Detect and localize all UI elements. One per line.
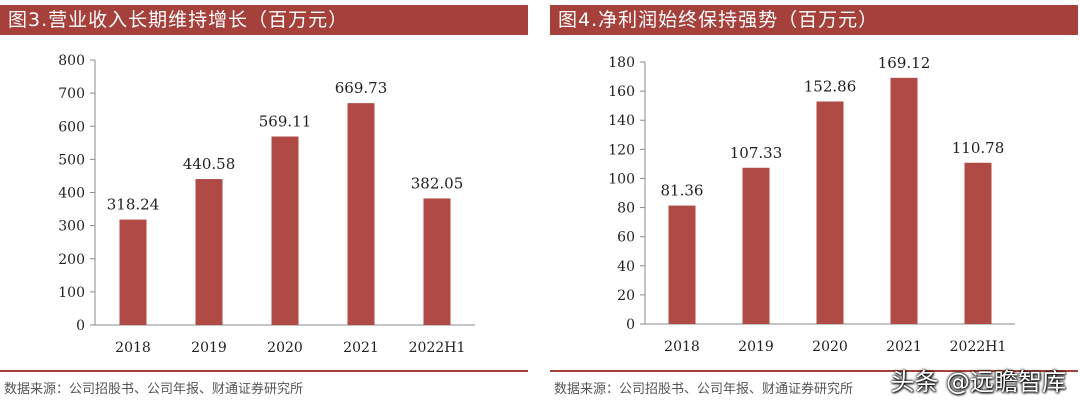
bar — [347, 103, 375, 325]
y-tick-label: 300 — [58, 219, 85, 235]
x-category-label: 2019 — [191, 340, 227, 356]
y-tick-label: 700 — [58, 86, 85, 102]
data-label: 382.05 — [411, 174, 464, 192]
x-category-label: 2018 — [115, 340, 151, 356]
bar — [271, 136, 299, 325]
chart-title: 图3.营业收入长期维持增长（百万元） — [0, 5, 528, 35]
y-tick-label: 60 — [617, 230, 635, 246]
y-tick-label: 0 — [76, 318, 85, 334]
data-label: 81.36 — [661, 182, 704, 200]
y-tick-label: 80 — [617, 201, 635, 217]
source-note: 数据来源：公司招股书、公司年报、财通证券研究所 — [4, 382, 304, 397]
bar — [668, 205, 696, 324]
y-tick-label: 20 — [617, 288, 635, 304]
bar — [816, 101, 844, 324]
data-label: 152.86 — [804, 78, 857, 96]
chart-title: 图4.净利润始终保持强势（百万元） — [550, 5, 1078, 35]
y-tick-label: 600 — [58, 119, 85, 135]
x-category-label: 2022H1 — [409, 340, 466, 356]
y-tick-label: 800 — [58, 53, 85, 69]
bar — [964, 162, 992, 324]
revenue-chart-panel: 图3.营业收入长期维持增长（百万元） 0 100 200 300 400 500 600 70… — [0, 0, 530, 407]
bar — [195, 179, 223, 325]
x-category-label: 2020 — [267, 340, 303, 356]
data-label: 110.78 — [952, 139, 1005, 157]
x-category-label: 2020 — [812, 339, 848, 355]
bar — [742, 167, 770, 324]
x-category-label: 2021 — [886, 339, 922, 355]
x-category-label: 2022H1 — [950, 339, 1007, 355]
y-tick-label: 160 — [608, 84, 635, 100]
y-tick-label: 500 — [58, 152, 85, 168]
revenue-bar-chart: 0 100 200 300 400 500 600 700 800 318.24 2018 440.5… — [58, 53, 475, 356]
data-label: 318.24 — [107, 196, 160, 214]
y-tick-label: 100 — [608, 171, 635, 187]
x-category-label: 2021 — [343, 340, 379, 356]
data-label: 440.58 — [183, 155, 236, 173]
data-label: 569.11 — [259, 112, 312, 130]
data-label: 107.33 — [730, 144, 783, 162]
net-profit-chart-panel: 图4.净利润始终保持强势（百万元） 0 20 40 60 80 100 120 140 160 1… — [550, 0, 1080, 407]
data-label: 669.73 — [335, 79, 388, 97]
net-profit-bar-chart: 0 20 40 60 80 100 120 140 160 180 81.36 2018 107.33 2… — [608, 54, 1015, 355]
y-tick-label: 120 — [608, 142, 635, 158]
y-tick-label: 0 — [626, 317, 635, 333]
x-category-label: 2019 — [738, 339, 774, 355]
bottom-divider — [0, 370, 528, 372]
y-tick-label: 180 — [608, 55, 635, 71]
y-tick-label: 140 — [608, 113, 635, 129]
y-tick-label: 40 — [617, 259, 635, 275]
bar — [890, 77, 918, 324]
x-category-label: 2018 — [664, 339, 700, 355]
bottom-divider — [550, 370, 1078, 372]
watermark: 头条 @远瞻智库 — [890, 368, 1066, 396]
bar — [423, 198, 451, 325]
y-tick-label: 200 — [58, 252, 85, 268]
y-tick-label: 400 — [58, 186, 85, 202]
bar — [119, 219, 147, 325]
y-tick-label: 100 — [58, 285, 85, 301]
data-label: 169.12 — [878, 54, 931, 72]
source-note: 数据来源：公司招股书、公司年报、财通证券研究所 — [554, 382, 854, 397]
